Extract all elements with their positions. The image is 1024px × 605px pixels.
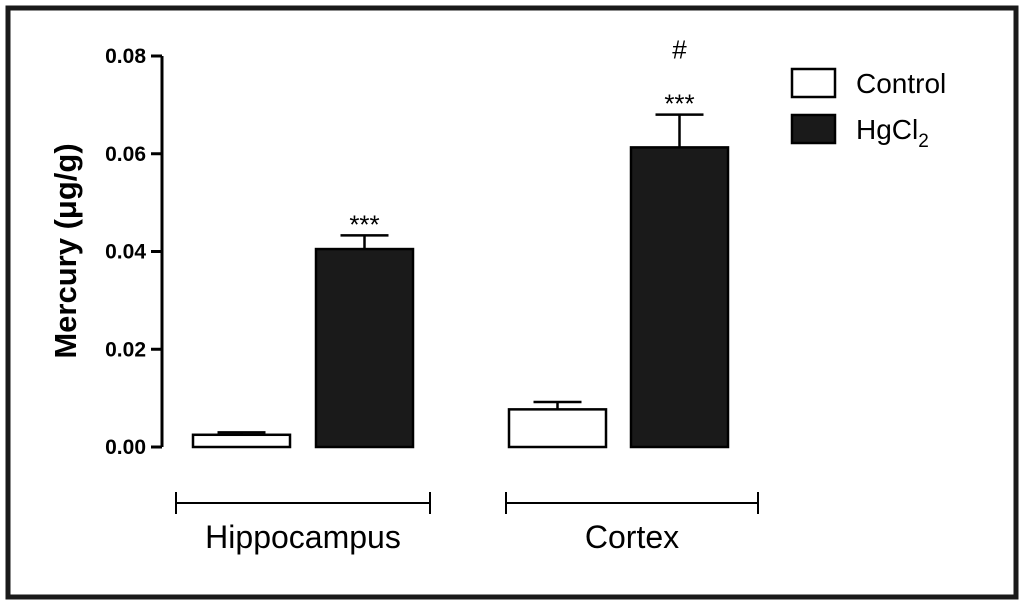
significance-marker: ***	[349, 209, 379, 239]
y-tick-label: 0.04	[105, 241, 146, 264]
y-tick-label: 0.08	[105, 45, 146, 68]
bars	[191, 113, 730, 449]
annotations: *** *** #	[349, 35, 694, 240]
legend-swatch	[790, 67, 837, 99]
y-axis-title: Mercury (μg/g)	[48, 143, 83, 358]
significance-marker: #	[672, 35, 687, 65]
legend-label: HgCl2	[856, 114, 929, 152]
y-tick-label: 0.00	[105, 436, 146, 459]
legend-swatch	[790, 113, 837, 145]
y-axis: 0.00 0.02 0.04 0.06 0.08	[105, 45, 164, 459]
bar-hgcl2-cortex	[629, 146, 730, 449]
y-tick-label: 0.02	[105, 338, 146, 361]
category-label: Cortex	[585, 519, 679, 555]
legend: Control HgCl2	[790, 67, 946, 152]
bar-control-hippocampus	[191, 433, 292, 449]
bar-hgcl2-hippocampus	[314, 247, 415, 449]
category-groups: Hippocampus Cortex	[175, 492, 759, 555]
y-tick-label: 0.06	[105, 143, 146, 166]
significance-marker: ***	[664, 89, 694, 119]
bar-control-cortex	[507, 408, 608, 449]
category-label: Hippocampus	[205, 519, 401, 555]
legend-label: Control	[856, 68, 946, 99]
